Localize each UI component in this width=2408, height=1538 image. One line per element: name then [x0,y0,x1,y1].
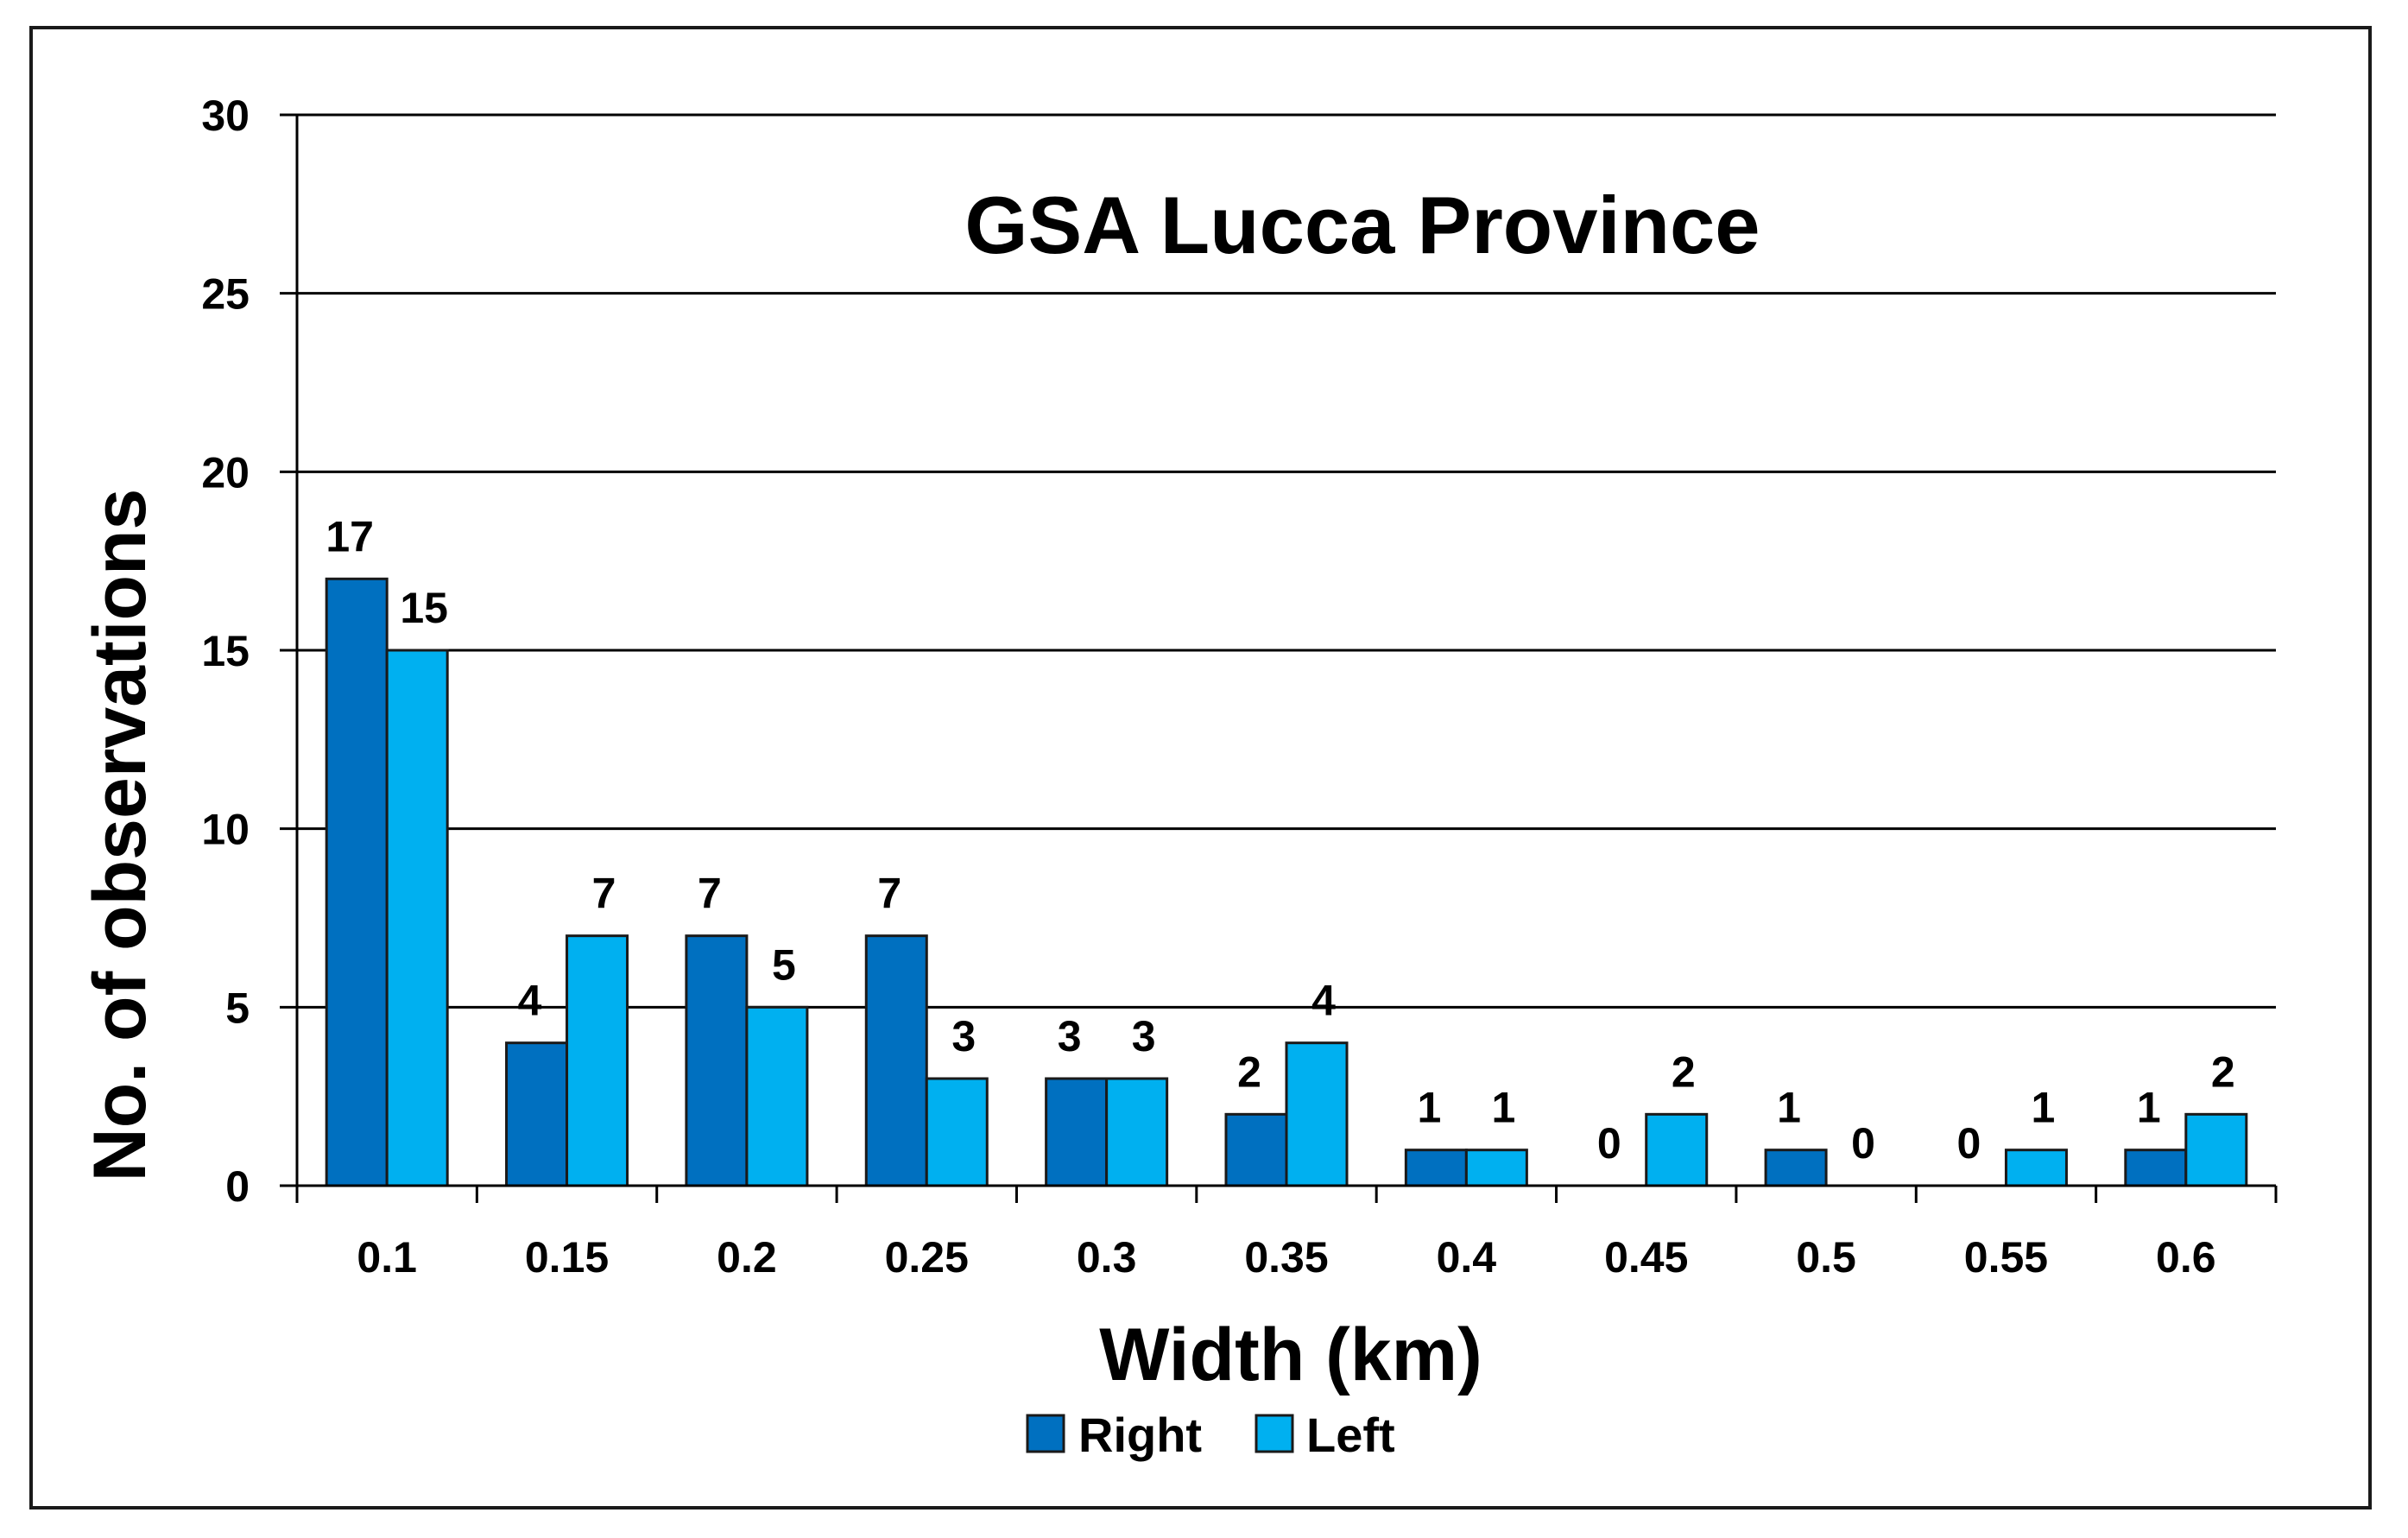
x-tick-label: 0.35 [1244,1233,1328,1282]
y-tick-label: 5 [225,984,250,1032]
y-tick-labels: 0 5 10 15 20 25 30 [201,92,250,1211]
legend: Right Left [1026,1408,1395,1462]
chart-title: GSA Lucca Province [964,180,1760,270]
y-tick-label: 10 [201,806,250,854]
data-label-right: 1 [1777,1084,1801,1132]
data-label-right: 17 [325,512,374,560]
x-tick-label: 0.55 [1964,1233,2048,1282]
legend-swatch-left [1255,1414,1294,1453]
y-tick-label: 20 [201,448,250,497]
data-labels: 17 4 7 7 3 2 1 0 1 0 1 15 7 5 3 3 4 1 2 0 1 2 [325,512,2234,1168]
bar-left [1645,1112,1709,1187]
data-label-right: 0 [1957,1119,1981,1168]
bar-left [1464,1149,1528,1187]
bars [325,577,2248,1187]
legend-label-left: Left [1306,1408,1395,1462]
data-label-left: 1 [1491,1084,1515,1132]
bar-left [2184,1112,2248,1187]
y-axis-title: No. of observations [79,489,161,1182]
x-tick-label: 0.5 [1796,1233,1856,1282]
x-axis-title: Width (km) [1099,1313,1482,1396]
x-tick-label: 0.3 [1077,1233,1137,1282]
data-label-left: 2 [2211,1047,2235,1096]
data-label-left: 15 [400,584,448,632]
data-label-left: 7 [592,870,616,918]
bar-right [1045,1077,1109,1187]
data-label-right: 7 [877,870,901,918]
x-tick-labels: 0.1 0.15 0.2 0.25 0.3 0.35 0.4 0.45 0.5 0.55 0.6 [357,1233,2215,1282]
legend-label-right: Right [1078,1408,1202,1462]
axes [280,113,2278,1203]
bar-right [2124,1149,2188,1187]
x-tick-label: 0.25 [885,1233,969,1282]
data-label-left: 3 [1132,1012,1156,1060]
y-tick-label: 25 [201,270,250,319]
x-tick-label: 0.2 [717,1233,777,1282]
y-tick-label: 15 [201,627,250,675]
data-label-left: 0 [1851,1119,1875,1168]
bar-left [385,649,449,1187]
x-tick-label: 0.6 [2156,1233,2216,1282]
bar-right [1404,1149,1468,1187]
data-label-left: 5 [772,940,796,989]
data-label-right: 7 [698,870,722,918]
bar-left [2004,1149,2068,1187]
y-tick-label: 30 [201,92,250,140]
data-label-left: 3 [951,1012,976,1060]
data-label-left: 1 [2032,1084,2056,1132]
data-label-right: 1 [1417,1084,1441,1132]
bar-right [685,934,749,1187]
bar-right [1764,1149,1828,1187]
x-tick-label: 0.45 [1604,1233,1688,1282]
x-tick-label: 0.1 [357,1233,417,1282]
data-label-right: 4 [518,977,542,1025]
data-label-right: 2 [1237,1047,1261,1096]
data-label-right: 0 [1597,1119,1621,1168]
data-label-right: 1 [2137,1084,2161,1132]
data-label-left: 4 [1311,977,1336,1025]
bar-right [864,934,928,1187]
bar-left [1285,1041,1349,1187]
bar-left [1105,1077,1169,1187]
x-tick-label: 0.15 [525,1233,609,1282]
legend-swatch-right [1026,1414,1065,1453]
data-label-left: 2 [1672,1047,1696,1096]
bar-right [1224,1112,1288,1187]
y-tick-label: 0 [225,1162,250,1211]
bar-right [325,577,389,1187]
bar-left [745,1005,809,1187]
bar-right [505,1041,569,1187]
data-label-right: 3 [1058,1012,1082,1060]
bar-left [925,1077,989,1187]
x-tick-label: 0.4 [1437,1233,1497,1282]
bar-left [566,934,629,1187]
